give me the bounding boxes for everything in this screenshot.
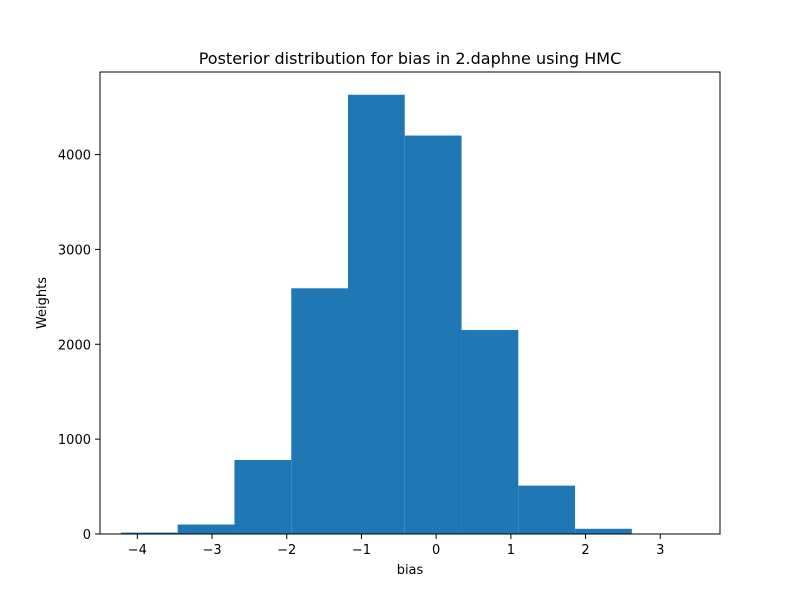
y-tick-label: 1000 (58, 433, 91, 448)
y-axis-ticks: 0 1000 2000 3000 4000 (58, 149, 100, 543)
histogram-bar (177, 524, 235, 534)
y-axis-label: Weights (35, 277, 50, 329)
x-tick-label: −1 (352, 543, 371, 558)
histogram-bar (120, 532, 178, 534)
histogram-bar (404, 135, 462, 534)
y-tick-label: 4000 (58, 149, 91, 164)
x-axis-label: bias (397, 563, 424, 578)
x-tick-label: −2 (277, 543, 296, 558)
x-tick-label: −3 (202, 543, 221, 558)
x-tick-label: 2 (581, 543, 589, 558)
y-tick-label: 0 (83, 528, 91, 543)
x-tick-label: 1 (507, 543, 515, 558)
y-tick-label: 3000 (58, 243, 91, 258)
chart-title: Posterior distribution for bias in 2.dap… (199, 49, 622, 68)
histogram-bar (518, 485, 576, 534)
histogram-bar (461, 330, 519, 534)
plot-frame (99, 71, 721, 535)
x-axis-ticks: −4 −3 −2 −1 0 1 2 3 (128, 534, 664, 558)
x-tick-label: −4 (128, 543, 147, 558)
histogram-bar (234, 460, 292, 534)
histogram-bars (120, 94, 689, 534)
x-tick-label: 3 (656, 543, 664, 558)
histogram-bar (575, 528, 632, 534)
y-tick-label: 2000 (58, 338, 91, 353)
x-tick-label: 0 (432, 543, 440, 558)
histogram-bar (348, 94, 405, 534)
histogram-bar (291, 288, 348, 534)
